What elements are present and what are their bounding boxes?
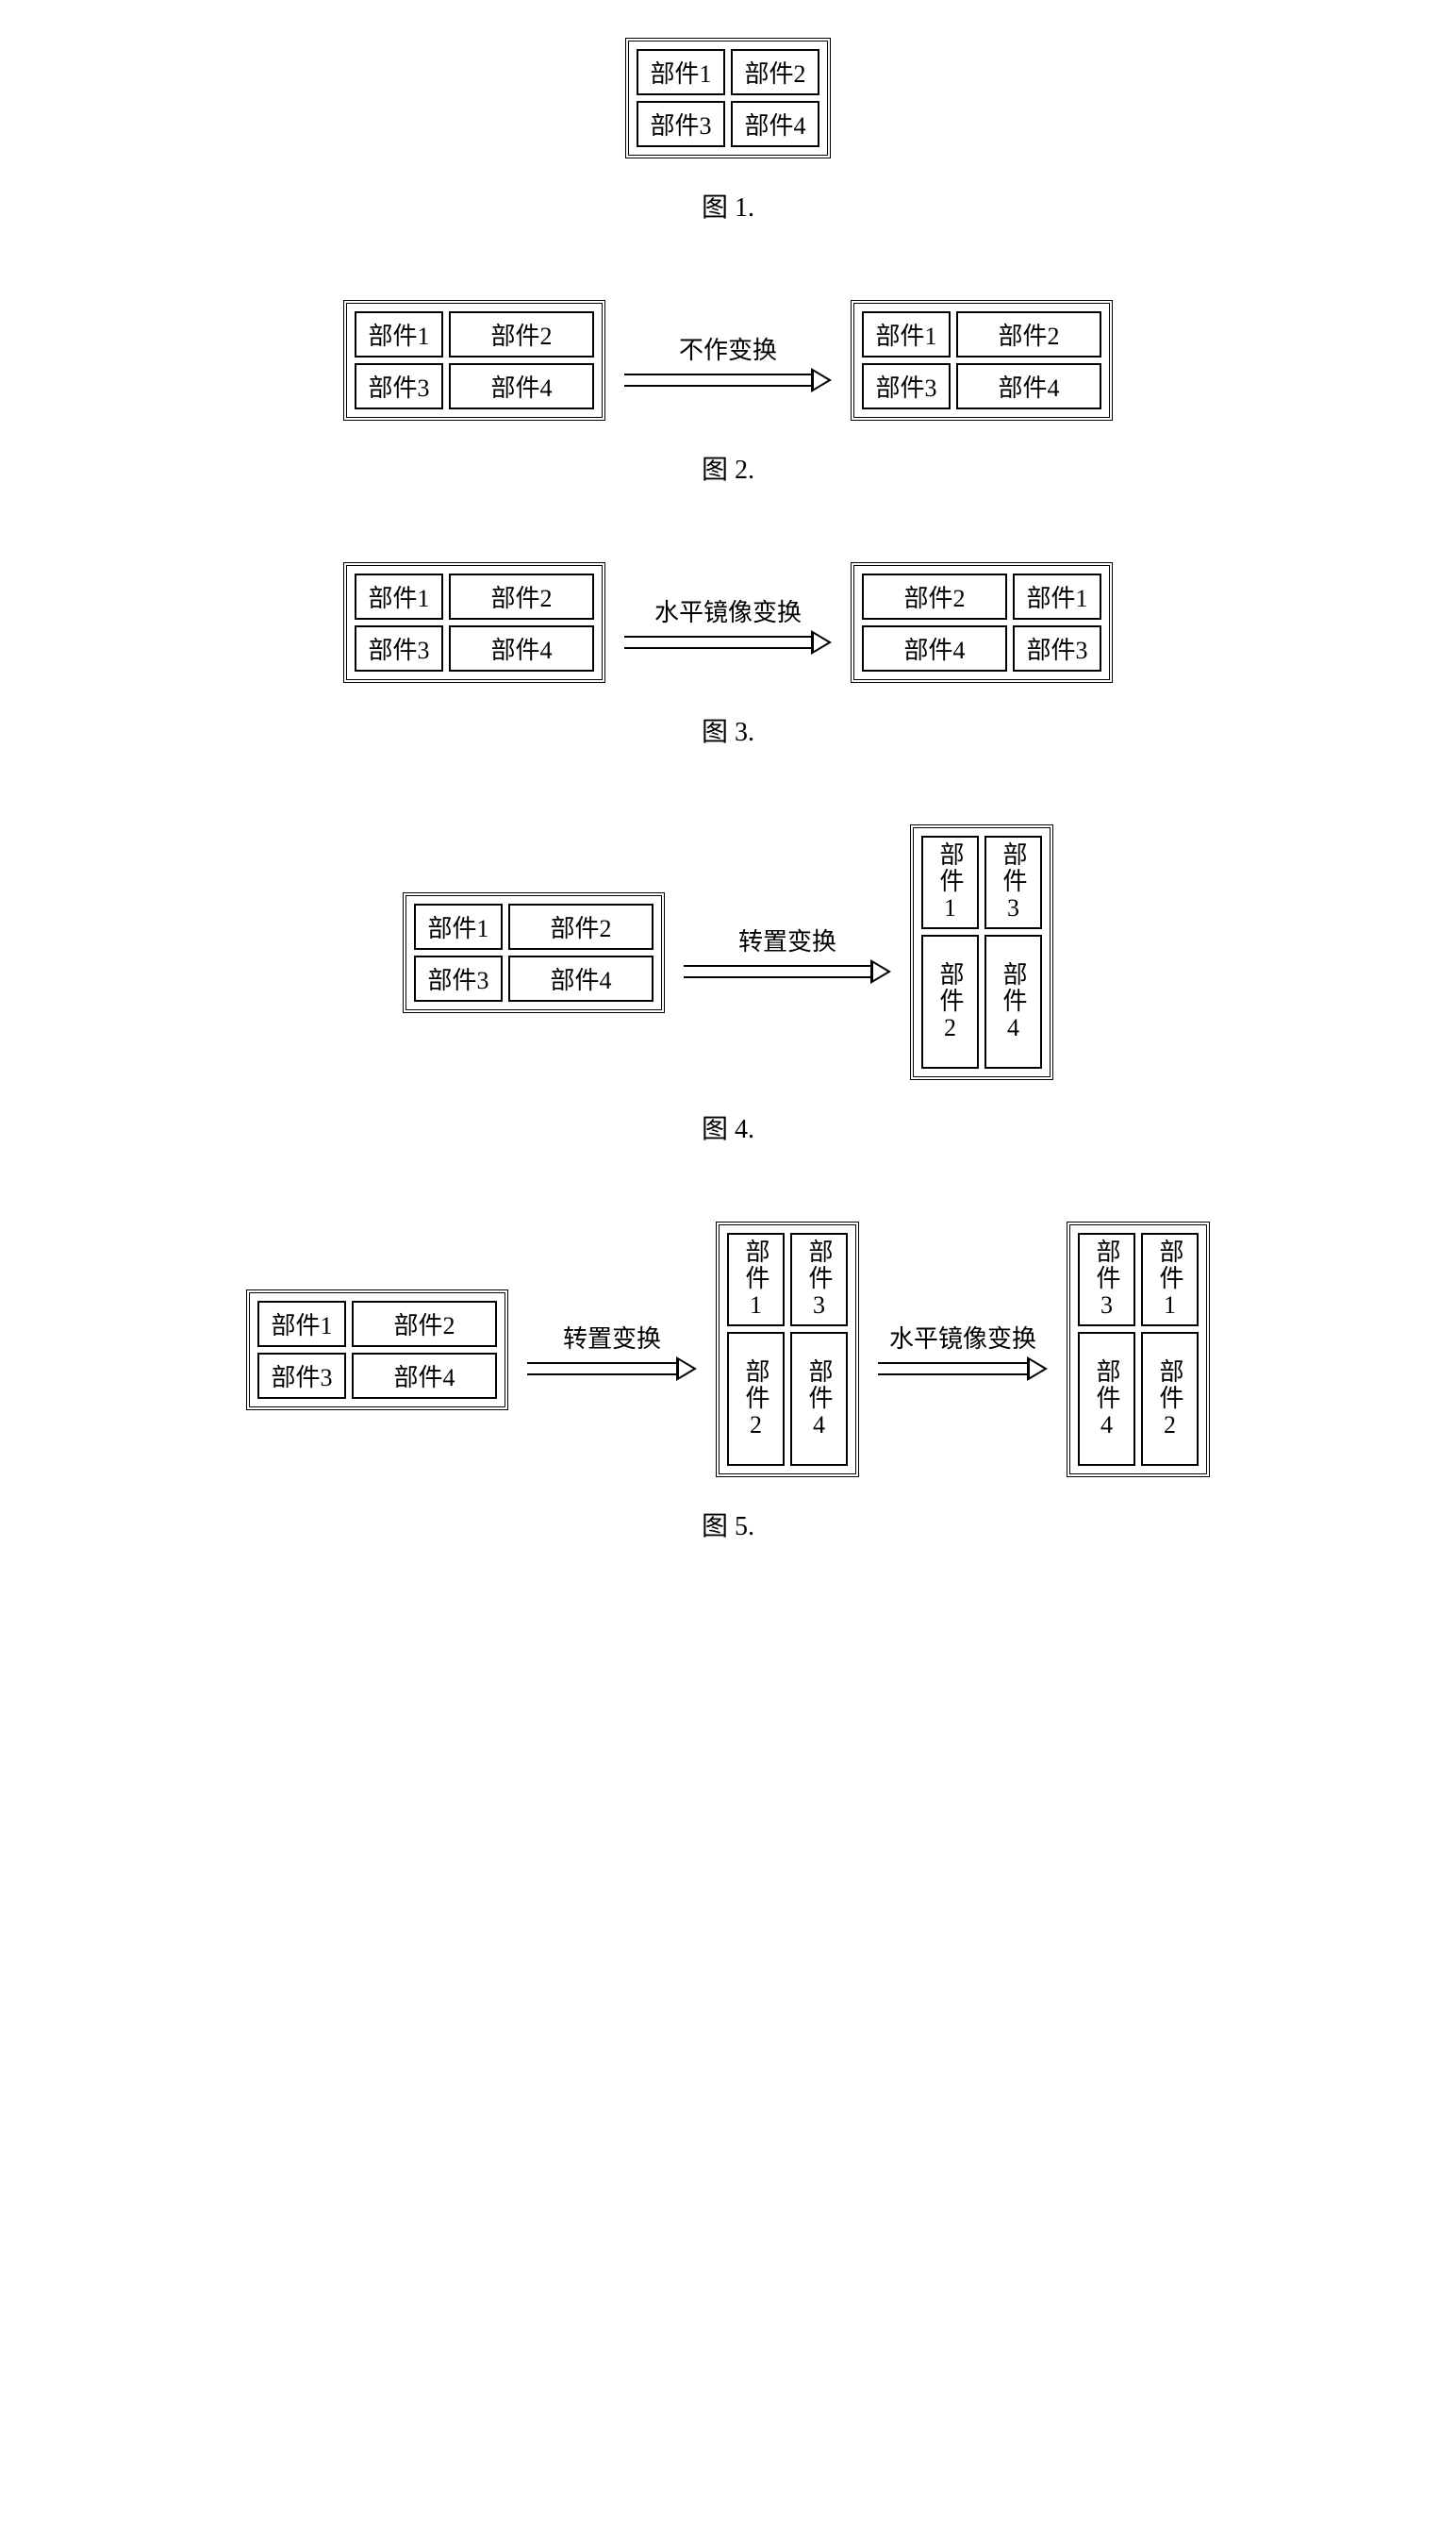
fig3-right-grid: 部件2 部件1 部件4 部件3 [862,574,1101,672]
cell-p1: 部件1 [414,904,503,950]
arrow-label-hmirror: 水平镜像变换 [654,593,802,628]
cell-p4: 部件4 [352,1353,497,1399]
fig5-b2-grid: 部件1 部件3 部件2 部件4 [727,1233,848,1466]
fig5-b3: 部件3 部件1 部件4 部件2 [1067,1222,1210,1477]
fig2-left: 部件1 部件2 部件3 部件4 [343,300,605,421]
cell-p4: 部件4 [731,101,819,147]
fig1-grid: 部件1 部件2 部件3 部件4 [637,49,819,147]
fig4-left-grid: 部件1 部件2 部件3 部件4 [414,904,654,1002]
cell-p2: 部件2 [921,935,979,1069]
cell-p4: 部件4 [449,625,594,672]
fig1-box: 部件1 部件2 部件3 部件4 [625,38,831,158]
fig5-b3-grid: 部件3 部件1 部件4 部件2 [1078,1233,1199,1466]
caption-1: 图 1. [19,187,1437,225]
fig5-b1-grid: 部件1 部件2 部件3 部件4 [257,1301,497,1399]
fig5-arrow1: 转置变换 [527,1320,697,1379]
cell-p4: 部件4 [1078,1332,1135,1466]
cell-p3: 部件3 [790,1233,848,1326]
figure-4: 部件1 部件2 部件3 部件4 转置变换 部件1 部件3 部件2 部件4 图 4… [19,824,1437,1146]
fig5-b2: 部件1 部件3 部件2 部件4 [716,1222,859,1477]
caption-5: 图 5. [19,1505,1437,1543]
arrow-label-hmirror: 水平镜像变换 [889,1320,1036,1355]
cell-p1: 部件1 [355,574,443,620]
arrow-label-transpose: 转置变换 [738,923,836,957]
cell-p2: 部件2 [731,49,819,95]
cell-p1: 部件1 [355,311,443,358]
cell-p2: 部件2 [449,311,594,358]
fig5-b1: 部件1 部件2 部件3 部件4 [246,1289,508,1410]
caption-3: 图 3. [19,711,1437,749]
figure-2-row: 部件1 部件2 部件3 部件4 不作变换 部件1 部件2 部件3 部件4 [19,300,1437,421]
figure-3-row: 部件1 部件2 部件3 部件4 水平镜像变换 部件2 部件1 部件4 部件3 [19,562,1437,683]
cell-p3: 部件3 [1013,625,1101,672]
cell-p1: 部件1 [257,1301,346,1347]
cell-p2: 部件2 [449,574,594,620]
cell-p2: 部件2 [727,1332,785,1466]
fig3-left: 部件1 部件2 部件3 部件4 [343,562,605,683]
cell-p3: 部件3 [355,363,443,409]
caption-2: 图 2. [19,449,1437,487]
fig2-right: 部件1 部件2 部件3 部件4 [851,300,1113,421]
cell-p4: 部件4 [984,935,1042,1069]
fig3-arrow: 水平镜像变换 [624,593,832,653]
cell-p2: 部件2 [1141,1332,1199,1466]
arrow-icon [624,370,832,391]
cell-p2: 部件2 [862,574,1007,620]
cell-p1: 部件1 [727,1233,785,1326]
cell-p2: 部件2 [508,904,654,950]
arrow-icon [624,632,832,653]
figure-3: 部件1 部件2 部件3 部件4 水平镜像变换 部件2 部件1 部件4 部件3 图… [19,562,1437,749]
arrow-icon [527,1358,697,1379]
fig4-left: 部件1 部件2 部件3 部件4 [403,892,665,1013]
figure-1-row: 部件1 部件2 部件3 部件4 [19,38,1437,158]
arrow-label-none: 不作变换 [679,331,777,366]
fig4-right-grid: 部件1 部件3 部件2 部件4 [921,836,1042,1069]
fig2-right-grid: 部件1 部件2 部件3 部件4 [862,311,1101,409]
fig4-arrow: 转置变换 [684,923,891,982]
cell-p1: 部件1 [1141,1233,1199,1326]
cell-p3: 部件3 [984,836,1042,929]
figure-5-row: 部件1 部件2 部件3 部件4 转置变换 部件1 部件3 部件2 部件4 水平镜… [19,1222,1437,1477]
fig2-left-grid: 部件1 部件2 部件3 部件4 [355,311,594,409]
cell-p2: 部件2 [352,1301,497,1347]
cell-p1: 部件1 [862,311,951,358]
arrow-label-transpose: 转置变换 [563,1320,661,1355]
cell-p3: 部件3 [414,956,503,1002]
cell-p4: 部件4 [862,625,1007,672]
cell-p1: 部件1 [921,836,979,929]
cell-p3: 部件3 [862,363,951,409]
arrow-icon [878,1358,1048,1379]
figure-2: 部件1 部件2 部件3 部件4 不作变换 部件1 部件2 部件3 部件4 图 2… [19,300,1437,487]
cell-p4: 部件4 [449,363,594,409]
cell-p1: 部件1 [1013,574,1101,620]
cell-p4: 部件4 [956,363,1101,409]
fig3-right: 部件2 部件1 部件4 部件3 [851,562,1113,683]
figure-4-row: 部件1 部件2 部件3 部件4 转置变换 部件1 部件3 部件2 部件4 [19,824,1437,1080]
cell-p3: 部件3 [1078,1233,1135,1326]
cell-p4: 部件4 [790,1332,848,1466]
fig5-arrow2: 水平镜像变换 [878,1320,1048,1379]
fig4-right: 部件1 部件3 部件2 部件4 [910,824,1053,1080]
fig2-arrow: 不作变换 [624,331,832,391]
figure-1: 部件1 部件2 部件3 部件4 图 1. [19,38,1437,225]
cell-p3: 部件3 [355,625,443,672]
fig3-left-grid: 部件1 部件2 部件3 部件4 [355,574,594,672]
cell-p4: 部件4 [508,956,654,1002]
caption-4: 图 4. [19,1108,1437,1146]
cell-p3: 部件3 [257,1353,346,1399]
cell-p2: 部件2 [956,311,1101,358]
figure-5: 部件1 部件2 部件3 部件4 转置变换 部件1 部件3 部件2 部件4 水平镜… [19,1222,1437,1543]
arrow-icon [684,961,891,982]
cell-p3: 部件3 [637,101,725,147]
cell-p1: 部件1 [637,49,725,95]
